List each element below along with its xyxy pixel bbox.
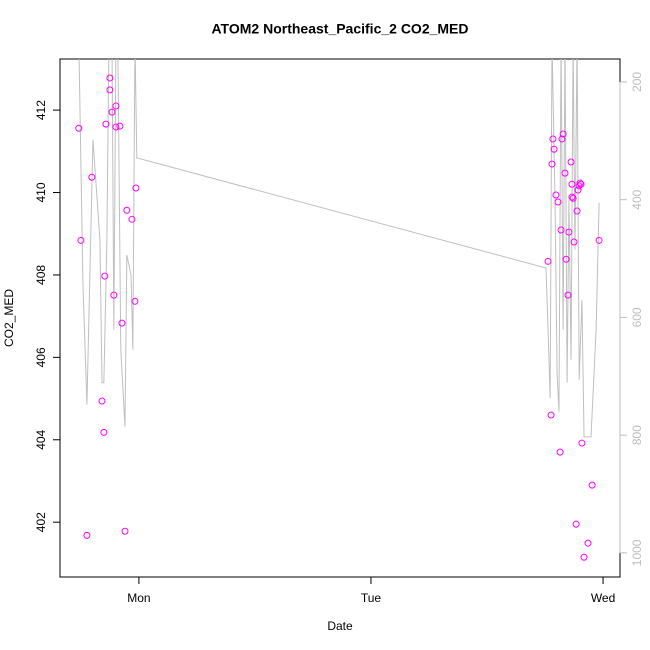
x-tick-label: Mon: [127, 591, 150, 605]
point: [577, 180, 585, 188]
point: [128, 215, 136, 223]
y-tick-label: 408: [34, 265, 48, 285]
point: [106, 74, 114, 82]
point: [548, 160, 556, 168]
point: [558, 135, 566, 143]
point: [112, 123, 120, 131]
y2-tick-label: 800: [630, 425, 644, 445]
point: [561, 169, 569, 177]
point: [595, 236, 603, 244]
point: [98, 397, 106, 405]
point: [554, 198, 562, 206]
line: [78, 59, 600, 438]
point: [570, 238, 578, 246]
y-tick-label: 402: [34, 512, 48, 532]
point: [576, 179, 584, 187]
y2-tick-label: 600: [630, 307, 644, 327]
point: [559, 130, 567, 138]
point: [106, 86, 114, 94]
point: [116, 122, 124, 130]
x-axis-label: Date: [327, 619, 353, 633]
point: [567, 158, 575, 166]
point: [77, 236, 85, 244]
point: [83, 531, 91, 539]
plot-area: [75, 59, 603, 561]
point: [564, 291, 572, 299]
y2-tick-label: 200: [630, 72, 644, 92]
point: [550, 145, 558, 153]
point: [588, 481, 596, 489]
point: [574, 186, 582, 194]
point: [118, 319, 126, 327]
point: [578, 439, 586, 447]
point: [572, 520, 580, 528]
point: [556, 448, 564, 456]
y-tick-label: 404: [34, 429, 48, 449]
point: [110, 291, 118, 299]
plot-frame: [59, 58, 621, 578]
point: [568, 180, 576, 188]
point: [584, 539, 592, 547]
point: [121, 527, 129, 535]
point: [552, 191, 560, 199]
y-tick-label: 412: [34, 100, 48, 120]
point: [568, 193, 576, 201]
point: [565, 228, 573, 236]
y2-tick-label: 400: [630, 189, 644, 209]
point: [544, 257, 552, 265]
point: [102, 120, 110, 128]
y-axis-label: CO2_MED: [2, 289, 16, 347]
point: [132, 184, 140, 192]
point: [88, 173, 96, 181]
point: [557, 226, 565, 234]
point: [573, 207, 581, 215]
y-tick-label: 406: [34, 347, 48, 367]
point: [100, 428, 108, 436]
chart-title: ATOM2 Northeast_Pacific_2 CO2_MED: [211, 21, 468, 37]
x-tick-label: Tue: [361, 591, 382, 605]
point: [75, 124, 83, 132]
x-tick-label: Wed: [591, 591, 615, 605]
point: [547, 411, 555, 419]
point: [101, 272, 109, 280]
y-tick-label: 410: [34, 182, 48, 202]
point: [562, 255, 570, 263]
point: [123, 206, 131, 214]
point: [112, 102, 120, 110]
point: [549, 135, 557, 143]
point: [131, 297, 139, 305]
point: [569, 194, 577, 202]
point: [108, 108, 116, 116]
point: [575, 182, 583, 190]
y2-tick-label: 1000: [630, 539, 644, 566]
point: [580, 553, 588, 561]
